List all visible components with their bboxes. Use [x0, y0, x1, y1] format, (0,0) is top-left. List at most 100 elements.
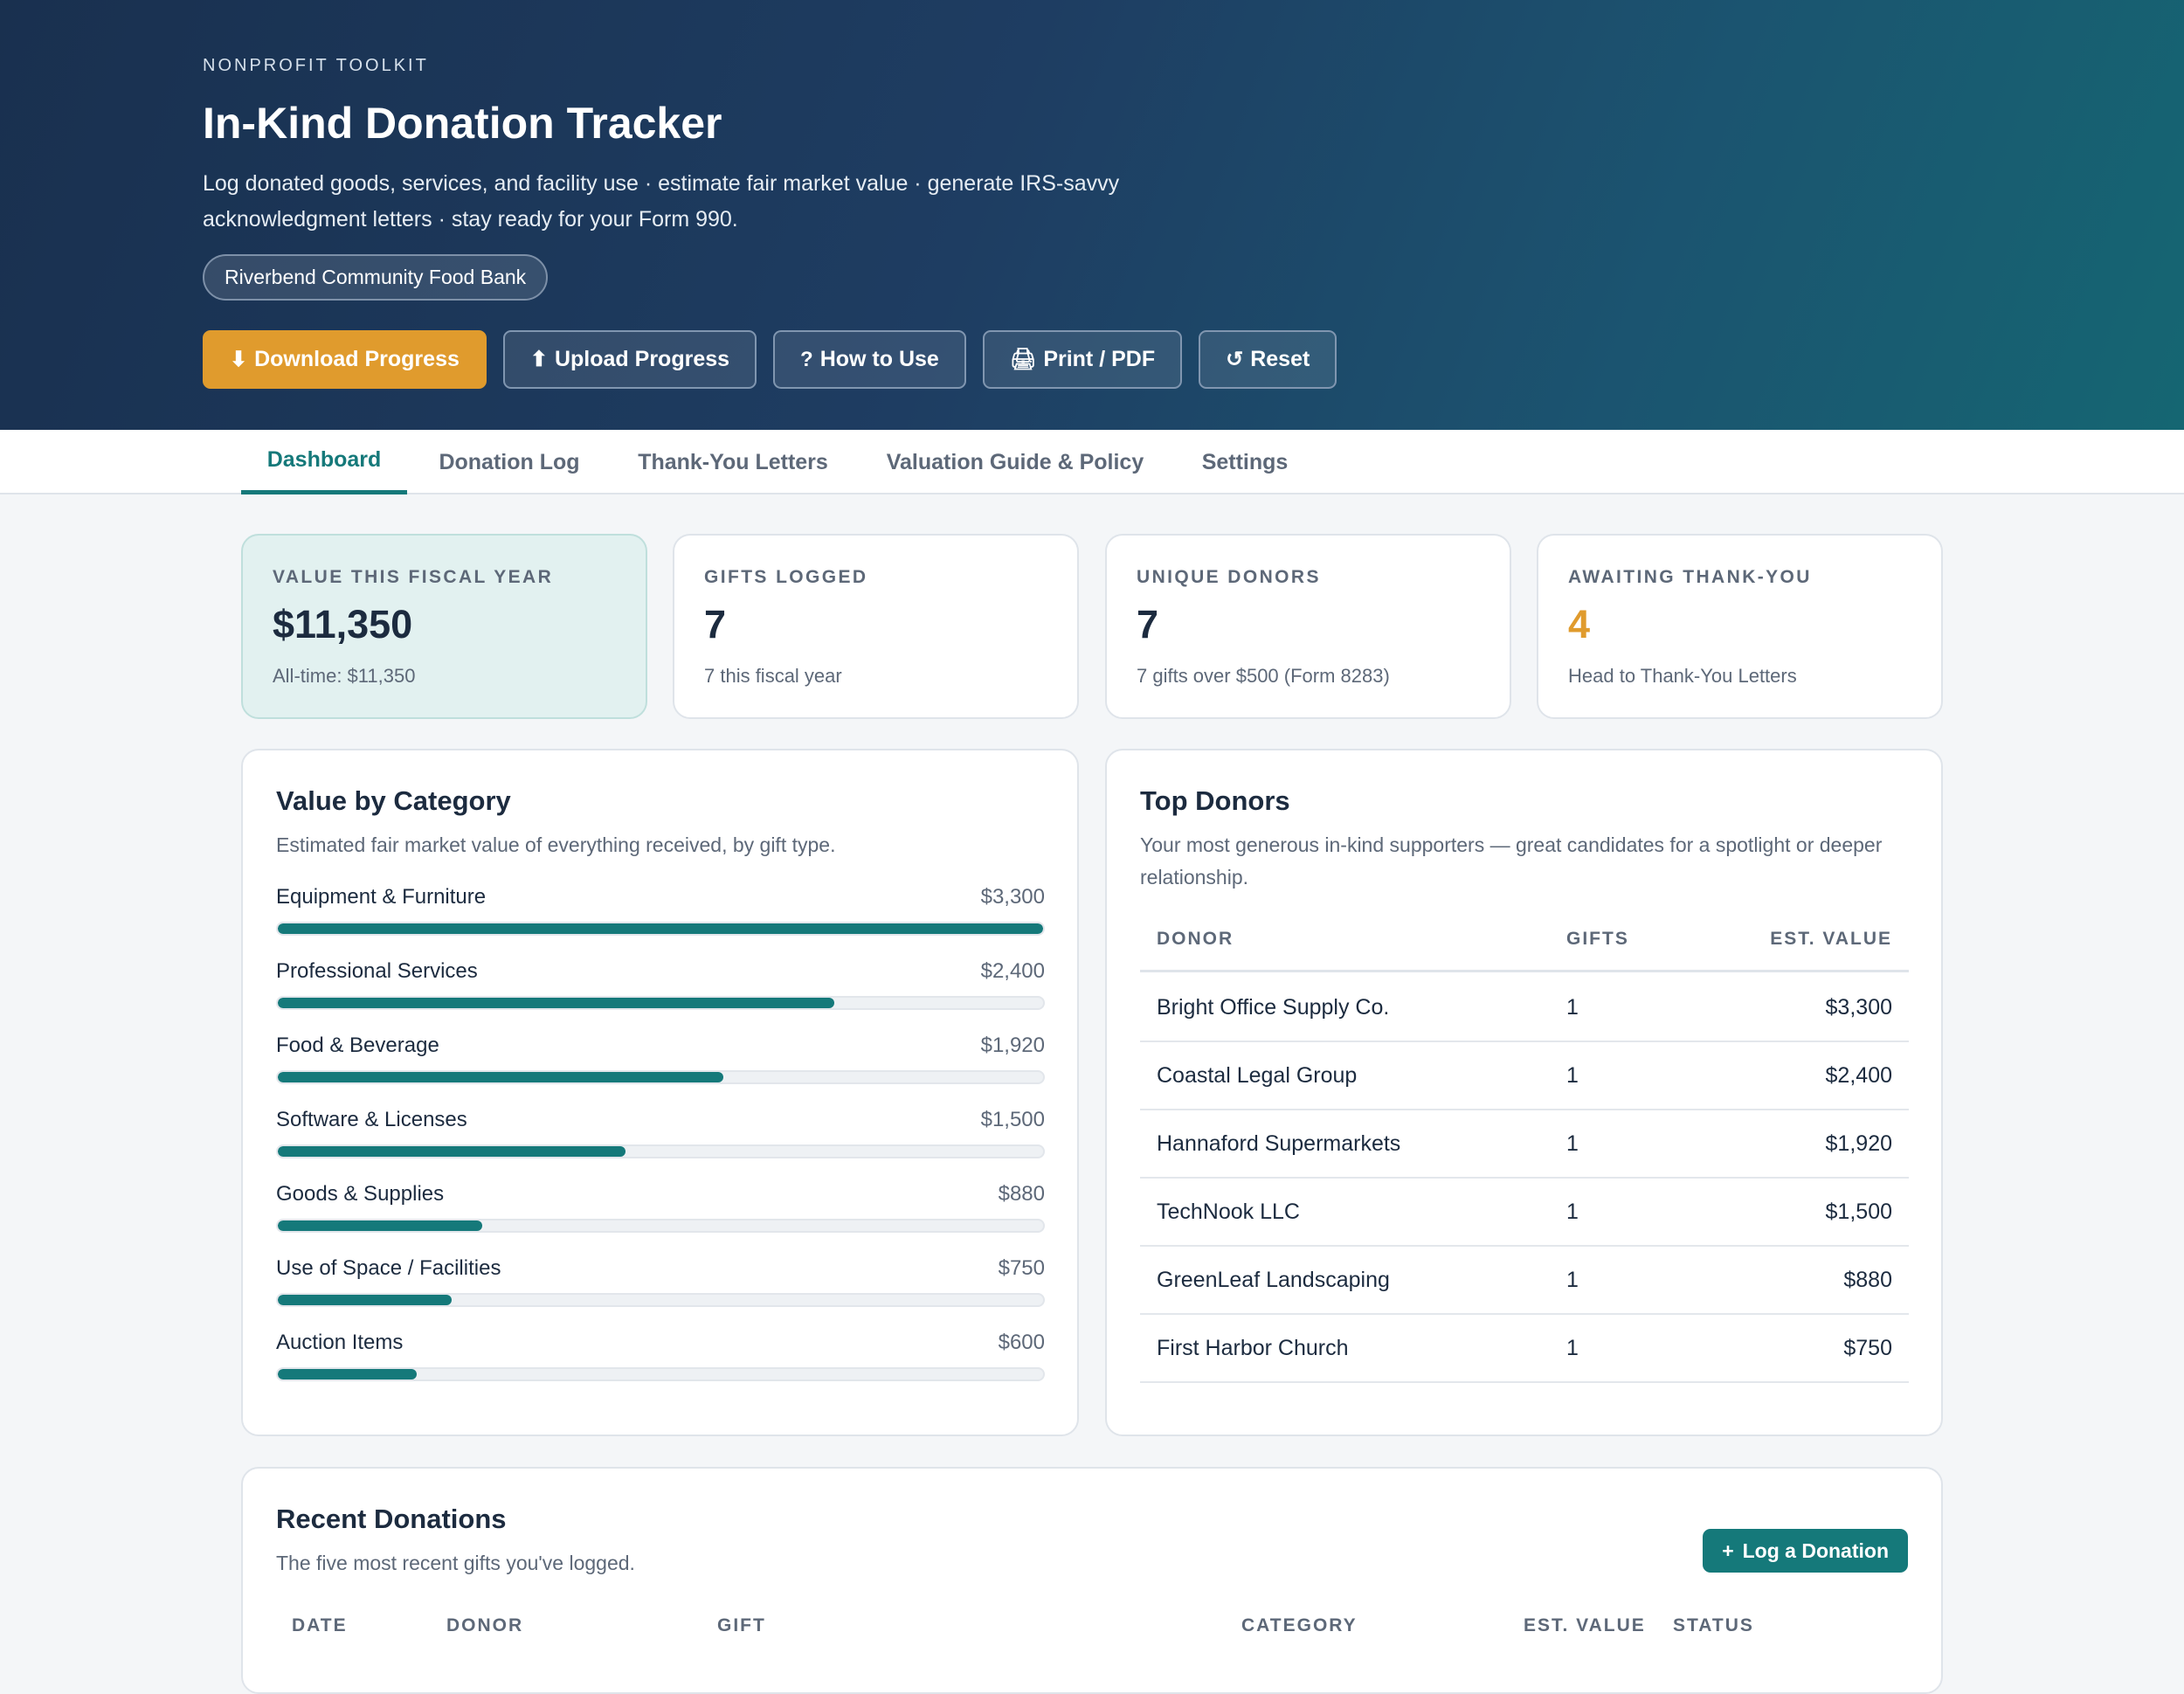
donor-gift-count: 1 — [1566, 1131, 1579, 1156]
category-bar-fill — [278, 1295, 453, 1305]
top-donors-panel: Top Donors Your most generous in-kind su… — [1105, 749, 1943, 1436]
donor-est-value: $880 — [1843, 1268, 1892, 1292]
category-value: $1,920 — [980, 1034, 1045, 1057]
table-row: Hannaford Supermarkets 1 $1,920 — [1140, 1110, 1909, 1179]
app-header: NONPROFIT TOOLKIT In-Kind Donation Track… — [0, 0, 2184, 430]
stat-card-awaiting-thank-you: AWAITING THANK-YOU 4 Head to Thank-You L… — [1537, 534, 1943, 719]
log-donation-button[interactable]: + Log a Donation — [1703, 1529, 1908, 1573]
stat-card-gifts-logged: GIFTS LOGGED 7 7 this fiscal year — [673, 534, 1079, 719]
donors-table-header: DONOR GIFTS EST. VALUE — [1140, 906, 1909, 972]
column-header-donor: DONOR — [446, 1615, 524, 1635]
column-header-est-value: EST. VALUE — [1524, 1615, 1646, 1635]
category-bar-track — [276, 996, 1045, 1010]
tab-valuation-guide[interactable]: Valuation Guide & Policy — [886, 449, 1144, 474]
value-by-category-panel: Value by Category Estimated fair market … — [241, 749, 1079, 1436]
table-row: TechNook LLC 1 $1,500 — [1140, 1179, 1909, 1247]
category-name: Goods & Supplies — [276, 1182, 445, 1206]
tab-thank-you-letters[interactable]: Thank-You Letters — [638, 449, 828, 474]
category-name: Auction Items — [276, 1331, 404, 1354]
how-to-use-button[interactable]: ? How to Use — [773, 330, 966, 389]
category-bar-track — [276, 922, 1045, 936]
category-bar-fill — [278, 998, 835, 1008]
stat-value: 4 — [1568, 602, 1591, 646]
log-donation-label: Log a Donation — [1742, 1538, 1889, 1562]
category-value: $880 — [998, 1182, 1045, 1206]
app-description: Log donated goods, services, and facilit… — [203, 171, 1120, 232]
category-value: $2,400 — [980, 959, 1045, 983]
category-value: $600 — [998, 1331, 1045, 1354]
category-name: Use of Space / Facilities — [276, 1256, 501, 1280]
recent-donations-panel: Recent Donations The five most recent gi… — [241, 1467, 1943, 1694]
stat-label: GIFTS LOGGED — [704, 567, 868, 587]
column-header-donor: DONOR — [1157, 929, 1234, 949]
stat-subtext: 7 this fiscal year — [704, 665, 842, 687]
plus-icon: + — [1722, 1538, 1734, 1562]
stat-value: $11,350 — [273, 602, 413, 646]
donor-est-value: $2,400 — [1825, 1063, 1892, 1088]
category-bar-track — [276, 1144, 1045, 1158]
category-name: Software & Licenses — [276, 1108, 467, 1131]
table-row: Coastal Legal Group 1 $2,400 — [1140, 1042, 1909, 1110]
donor-gift-count: 1 — [1566, 1336, 1579, 1360]
upload-progress-label: Upload Progress — [554, 347, 730, 371]
column-header-status: STATUS — [1673, 1615, 1754, 1635]
stat-label: UNIQUE DONORS — [1137, 567, 1321, 587]
category-name: Food & Beverage — [276, 1034, 439, 1057]
category-row: Equipment & Furniture $3,300 — [276, 885, 1045, 946]
stat-value: 7 — [1137, 602, 1159, 646]
category-name: Professional Services — [276, 959, 478, 983]
panel-subtitle: The five most recent gifts you've logged… — [276, 1552, 635, 1574]
donor-name: First Harbor Church — [1157, 1336, 1349, 1360]
stat-value: 7 — [704, 602, 727, 646]
print-pdf-label: Print / PDF — [1043, 347, 1156, 371]
stat-label: AWAITING THANK-YOU — [1568, 567, 1812, 587]
upload-progress-button[interactable]: ⬆ Upload Progress — [502, 330, 757, 389]
category-value: $3,300 — [980, 885, 1045, 909]
tab-bar: Dashboard Donation Log Thank-You Letters… — [0, 430, 2184, 494]
column-header-date: DATE — [292, 1615, 348, 1635]
category-row: Food & Beverage $1,920 — [276, 1034, 1045, 1095]
download-icon: ⬇ — [230, 348, 248, 371]
donor-name: Coastal Legal Group — [1157, 1063, 1358, 1088]
donor-name: GreenLeaf Landscaping — [1157, 1268, 1390, 1292]
category-bar-track — [276, 1070, 1045, 1084]
donor-est-value: $1,920 — [1825, 1131, 1892, 1156]
donor-gift-count: 1 — [1566, 995, 1579, 1020]
upload-icon: ⬆ — [529, 348, 548, 371]
category-value: $750 — [998, 1256, 1045, 1280]
stat-card-unique-donors: UNIQUE DONORS 7 7 gifts over $500 (Form … — [1105, 534, 1511, 719]
table-row: First Harbor Church 1 $750 — [1140, 1315, 1909, 1383]
category-bar-fill — [278, 923, 1043, 934]
donor-gift-count: 1 — [1566, 1063, 1579, 1088]
column-header-gifts: GIFTS — [1566, 929, 1629, 949]
category-bar-fill — [278, 1220, 482, 1231]
table-row: GreenLeaf Landscaping 1 $880 — [1140, 1247, 1909, 1315]
donor-est-value: $1,500 — [1825, 1200, 1892, 1224]
stat-subtext: Head to Thank-You Letters — [1568, 665, 1797, 687]
category-bar-track — [276, 1219, 1045, 1233]
donor-est-value: $3,300 — [1825, 995, 1892, 1020]
panel-subtitle: Estimated fair market value of everythin… — [276, 833, 836, 856]
stat-card-fiscal-value: VALUE THIS FISCAL YEAR $11,350 All-time:… — [241, 534, 647, 719]
header-actions: ⬇ Download Progress ⬆ Upload Progress ? … — [203, 330, 1337, 389]
stat-subtext: 7 gifts over $500 (Form 8283) — [1137, 665, 1390, 687]
donor-gift-count: 1 — [1566, 1200, 1579, 1224]
panel-subtitle: Your most generous in-kind supporters — … — [1140, 833, 1883, 888]
stat-subtext: All-time: $11,350 — [273, 665, 416, 687]
panel-title: Top Donors — [1140, 785, 1290, 816]
category-bar-fill — [278, 1146, 626, 1157]
print-pdf-button[interactable]: 🖨 Print / PDF — [982, 330, 1183, 389]
reset-button[interactable]: ↺ Reset — [1199, 330, 1337, 389]
column-header-est-value: EST. VALUE — [1770, 929, 1892, 949]
category-bar-fill — [278, 1072, 723, 1082]
donor-est-value: $750 — [1843, 1336, 1892, 1360]
category-name: Equipment & Furniture — [276, 885, 487, 909]
tab-dashboard[interactable]: Dashboard — [241, 430, 407, 494]
download-progress-button[interactable]: ⬇ Download Progress — [203, 330, 487, 389]
tab-donation-log[interactable]: Donation Log — [439, 449, 580, 474]
tab-settings[interactable]: Settings — [1201, 449, 1289, 474]
category-row: Professional Services $2,400 — [276, 959, 1045, 1020]
panel-title: Recent Donations — [276, 1504, 507, 1534]
column-header-category: CATEGORY — [1241, 1615, 1358, 1635]
reset-label: Reset — [1250, 347, 1310, 371]
